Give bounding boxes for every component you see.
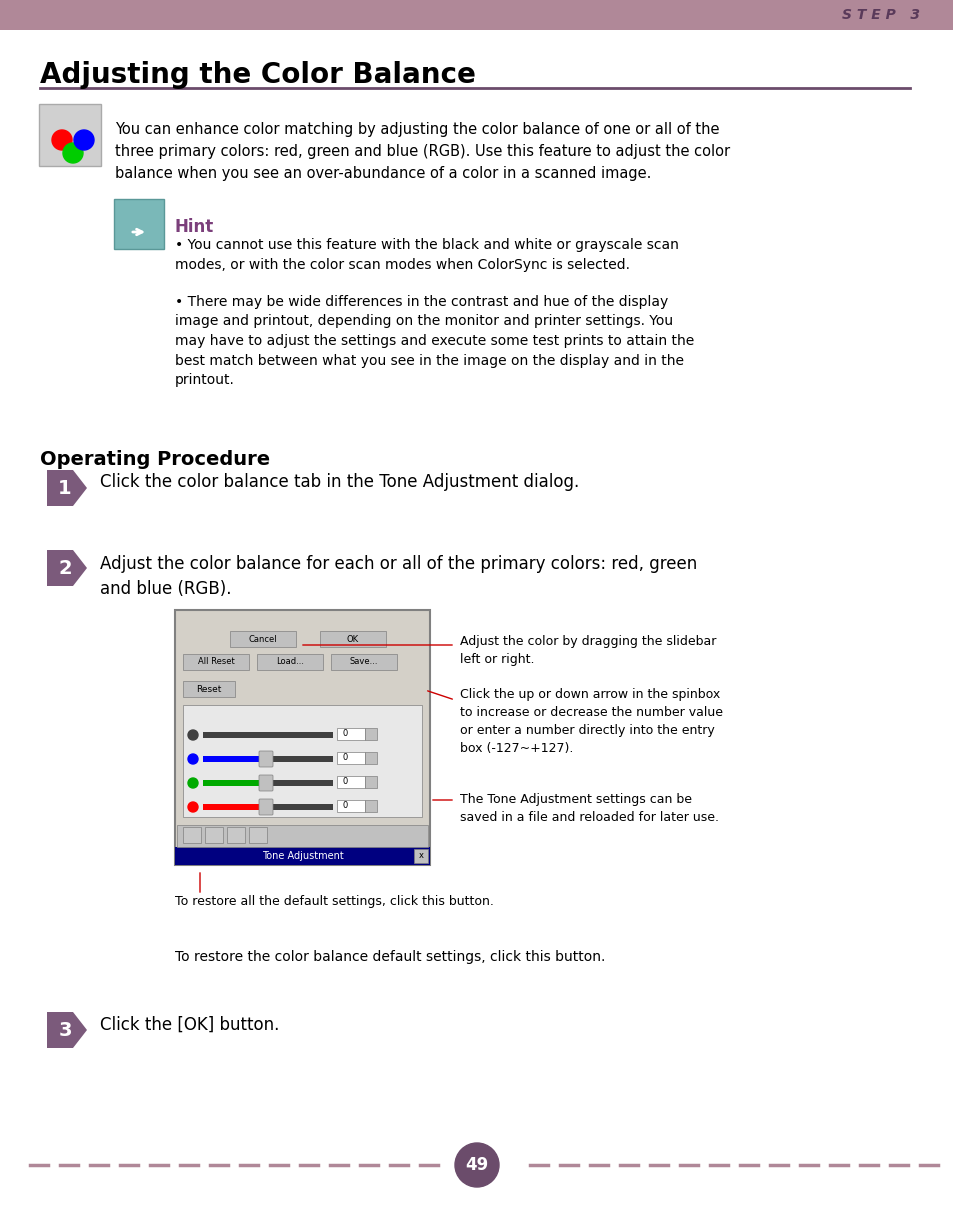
Text: Reset: Reset [196, 685, 221, 693]
FancyBboxPatch shape [113, 199, 164, 248]
FancyBboxPatch shape [174, 847, 430, 865]
FancyBboxPatch shape [258, 775, 273, 791]
FancyBboxPatch shape [336, 775, 365, 788]
Text: To restore the color balance default settings, click this button.: To restore the color balance default set… [174, 950, 605, 964]
FancyBboxPatch shape [39, 104, 101, 166]
Circle shape [63, 144, 83, 163]
Text: • There may be wide differences in the contrast and hue of the display
image and: • There may be wide differences in the c… [174, 295, 694, 387]
Text: x: x [418, 851, 423, 861]
Text: The Tone Adjustment settings can be
saved in a file and reloaded for later use.: The Tone Adjustment settings can be save… [459, 794, 719, 824]
FancyBboxPatch shape [183, 706, 421, 816]
FancyBboxPatch shape [183, 681, 234, 697]
FancyBboxPatch shape [230, 631, 295, 646]
FancyBboxPatch shape [365, 753, 376, 763]
Circle shape [52, 130, 71, 150]
Circle shape [188, 754, 198, 763]
Text: OK: OK [347, 634, 358, 644]
Text: Click the [OK] button.: Click the [OK] button. [100, 1015, 279, 1034]
Text: S T E P   3: S T E P 3 [841, 8, 919, 22]
Text: You can enhance color matching by adjusting the color balance of one or all of t: You can enhance color matching by adjust… [115, 122, 729, 181]
FancyBboxPatch shape [203, 780, 333, 786]
FancyBboxPatch shape [336, 753, 365, 763]
FancyBboxPatch shape [205, 827, 223, 843]
FancyBboxPatch shape [203, 732, 268, 738]
Polygon shape [47, 550, 87, 586]
Text: Adjusting the Color Balance: Adjusting the Color Balance [40, 62, 476, 89]
Circle shape [74, 130, 94, 150]
FancyBboxPatch shape [203, 780, 268, 786]
FancyBboxPatch shape [177, 825, 428, 847]
FancyBboxPatch shape [203, 804, 333, 810]
FancyBboxPatch shape [319, 631, 386, 646]
Polygon shape [47, 470, 87, 507]
FancyBboxPatch shape [249, 827, 267, 843]
Text: Save...: Save... [350, 657, 377, 667]
FancyBboxPatch shape [203, 804, 268, 810]
Text: To restore all the default settings, click this button.: To restore all the default settings, cli… [174, 895, 494, 908]
FancyBboxPatch shape [336, 800, 365, 812]
FancyBboxPatch shape [203, 756, 333, 762]
FancyBboxPatch shape [258, 800, 273, 815]
Text: 0: 0 [342, 730, 347, 738]
FancyBboxPatch shape [183, 654, 249, 671]
Text: Cancel: Cancel [249, 634, 277, 644]
FancyBboxPatch shape [174, 610, 430, 865]
Text: Adjust the color balance for each or all of the primary colors: red, green
and b: Adjust the color balance for each or all… [100, 555, 697, 598]
Text: 0: 0 [342, 754, 347, 762]
FancyBboxPatch shape [203, 756, 268, 762]
Text: Load...: Load... [275, 657, 304, 667]
Text: 2: 2 [58, 558, 71, 578]
Text: All Reset: All Reset [197, 657, 234, 667]
FancyBboxPatch shape [0, 0, 953, 30]
Text: 1: 1 [58, 479, 71, 498]
Text: Tone Adjustment: Tone Adjustment [261, 851, 343, 861]
Text: Operating Procedure: Operating Procedure [40, 450, 270, 469]
FancyBboxPatch shape [365, 728, 376, 740]
FancyBboxPatch shape [365, 775, 376, 788]
Text: 49: 49 [465, 1157, 488, 1173]
FancyBboxPatch shape [256, 654, 323, 671]
Circle shape [455, 1143, 498, 1187]
FancyBboxPatch shape [258, 751, 273, 767]
Text: Click the color balance tab in the Tone Adjustment dialog.: Click the color balance tab in the Tone … [100, 473, 578, 491]
Text: 3: 3 [58, 1020, 71, 1040]
FancyBboxPatch shape [336, 728, 365, 740]
Text: 0: 0 [342, 802, 347, 810]
Text: Click the up or down arrow in the spinbox
to increase or decrease the number val: Click the up or down arrow in the spinbo… [459, 687, 722, 755]
FancyBboxPatch shape [414, 849, 428, 863]
Text: Adjust the color by dragging the slidebar
left or right.: Adjust the color by dragging the slideba… [459, 636, 716, 666]
FancyBboxPatch shape [365, 800, 376, 812]
Polygon shape [47, 1012, 87, 1048]
Circle shape [188, 778, 198, 788]
FancyBboxPatch shape [203, 732, 333, 738]
Text: 0: 0 [342, 778, 347, 786]
Text: Hint: Hint [174, 218, 214, 236]
Circle shape [188, 802, 198, 812]
Text: • You cannot use this feature with the black and white or grayscale scan
modes, : • You cannot use this feature with the b… [174, 238, 679, 271]
Circle shape [188, 730, 198, 740]
FancyBboxPatch shape [331, 654, 396, 671]
FancyBboxPatch shape [227, 827, 245, 843]
FancyBboxPatch shape [183, 827, 201, 843]
